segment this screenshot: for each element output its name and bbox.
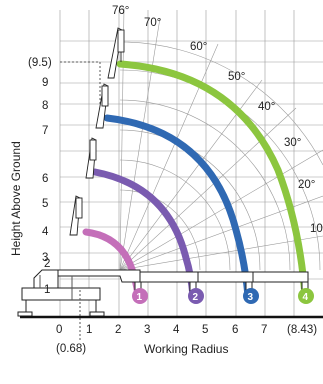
badge-4-label: 4 bbox=[303, 292, 309, 303]
badge-1 bbox=[132, 288, 148, 304]
x-axis-title: Working Radius bbox=[144, 342, 228, 356]
angle-label-40: 40° bbox=[258, 101, 275, 113]
range-arc-1 bbox=[82, 228, 142, 300]
x-tick-4: 4 bbox=[173, 324, 180, 336]
y-axis-ticks: 1 2 3 4 5 6 7 8 9 (9.5) bbox=[28, 57, 52, 296]
x-sub-label: (0.68) bbox=[56, 343, 86, 355]
badge-1-label: 1 bbox=[137, 292, 143, 303]
angle-label-30: 30° bbox=[284, 137, 301, 149]
y-tick-1: 1 bbox=[44, 284, 50, 296]
range-arc-4 bbox=[116, 60, 309, 300]
x-max-label: (8.43) bbox=[287, 324, 317, 336]
boom-section-1 bbox=[69, 195, 83, 236]
y-tick-7: 7 bbox=[42, 125, 48, 137]
y-tick-3: 3 bbox=[42, 252, 48, 264]
boom-section-2 bbox=[85, 137, 97, 179]
max-height-guide bbox=[60, 61, 101, 104]
y-max-label: (9.5) bbox=[28, 57, 52, 69]
badge-4 bbox=[298, 288, 314, 304]
y-tick-6: 6 bbox=[42, 173, 48, 185]
angle-label-20: 20° bbox=[298, 179, 315, 191]
x-tick-3: 3 bbox=[144, 324, 150, 336]
badge-3 bbox=[243, 288, 259, 304]
x-axis-ticks: 0 1 2 3 4 5 6 7 (8.43) (0.68) bbox=[56, 324, 317, 355]
angle-labels: 76° 70° 60° 50° 40° 30° 20° 10° bbox=[112, 5, 323, 235]
y-tick-5: 5 bbox=[42, 198, 48, 210]
x-tick-0: 0 bbox=[56, 324, 62, 336]
x-tick-5: 5 bbox=[202, 324, 208, 336]
angle-label-70: 70° bbox=[144, 17, 161, 29]
angle-label-10: 10° bbox=[310, 223, 323, 235]
boom-section-4 bbox=[107, 27, 125, 79]
badge-2-label: 2 bbox=[193, 292, 199, 303]
boom-horizontal bbox=[57, 269, 309, 295]
range-arc-3 bbox=[103, 114, 252, 300]
x-tick-1: 1 bbox=[86, 324, 92, 336]
badge-3-label: 3 bbox=[248, 292, 254, 303]
y-axis-title: Height Above Ground bbox=[9, 141, 23, 256]
machine-base bbox=[17, 269, 105, 340]
angle-label-50: 50° bbox=[228, 71, 245, 83]
x-tick-7: 7 bbox=[261, 324, 267, 336]
badge-2 bbox=[188, 288, 204, 304]
x-tick-2: 2 bbox=[115, 324, 121, 336]
y-tick-8: 8 bbox=[42, 100, 48, 112]
section-badges: 1 2 3 4 bbox=[132, 288, 314, 304]
x-tick-6: 6 bbox=[232, 324, 238, 336]
angle-label-60: 60° bbox=[190, 41, 207, 53]
angle-label-76: 76° bbox=[112, 5, 129, 17]
y-tick-4: 4 bbox=[42, 226, 49, 238]
y-tick-2: 2 bbox=[44, 258, 50, 270]
boom-section-3 bbox=[95, 83, 109, 129]
radius-arcs bbox=[119, 41, 323, 271]
y-tick-9: 9 bbox=[42, 77, 48, 89]
